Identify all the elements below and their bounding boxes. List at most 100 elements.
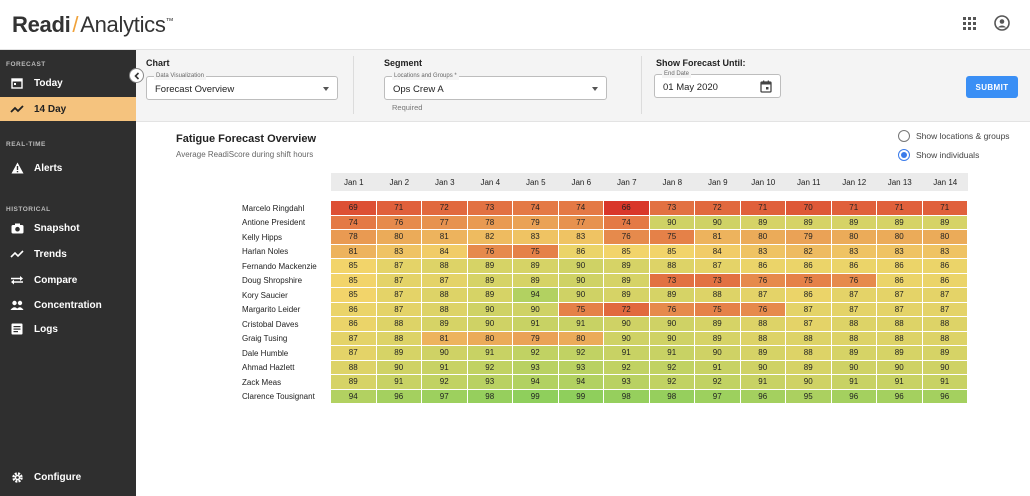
heatmap-cell[interactable]: 77 — [558, 215, 604, 230]
heatmap-cell[interactable]: 86 — [558, 244, 604, 259]
heatmap-cell[interactable]: 74 — [331, 215, 377, 230]
heatmap-cell[interactable]: 90 — [422, 346, 468, 361]
heatmap-cell[interactable]: 84 — [695, 244, 741, 259]
chart-select[interactable]: Data Visualization Forecast Overview — [146, 72, 338, 100]
heatmap-cell[interactable]: 85 — [331, 288, 377, 303]
heatmap-cell[interactable]: 89 — [740, 346, 786, 361]
heatmap-cell[interactable]: 90 — [786, 375, 832, 390]
heatmap-cell[interactable]: 91 — [467, 346, 513, 361]
heatmap-cell[interactable]: 86 — [331, 302, 377, 317]
heatmap-cell[interactable]: 87 — [831, 288, 877, 303]
heatmap-cell[interactable]: 85 — [331, 259, 377, 274]
heatmap-cell[interactable]: 87 — [922, 288, 968, 303]
heatmap-cell[interactable]: 88 — [740, 317, 786, 332]
heatmap-cell[interactable]: 90 — [604, 317, 650, 332]
sidebar-item-compare[interactable]: Compare — [0, 268, 136, 292]
heatmap-cell[interactable]: 81 — [695, 230, 741, 245]
collapse-sidebar-button[interactable] — [129, 68, 144, 83]
heatmap-cell[interactable]: 92 — [604, 360, 650, 375]
heatmap-cell[interactable]: 90 — [695, 215, 741, 230]
heatmap-cell[interactable]: 86 — [786, 259, 832, 274]
heatmap-cell[interactable]: 83 — [558, 230, 604, 245]
heatmap-cell[interactable]: 76 — [467, 244, 513, 259]
heatmap-cell[interactable]: 89 — [422, 317, 468, 332]
heatmap-cell[interactable]: 94 — [513, 375, 559, 390]
calendar-icon[interactable] — [760, 80, 772, 93]
segment-select[interactable]: Locations and Groups * Ops Crew A — [384, 72, 607, 100]
heatmap-cell[interactable]: 91 — [376, 375, 422, 390]
heatmap-cell[interactable]: 89 — [877, 215, 923, 230]
heatmap-cell[interactable]: 91 — [558, 317, 604, 332]
heatmap-cell[interactable]: 81 — [422, 230, 468, 245]
heatmap-cell[interactable]: 92 — [649, 360, 695, 375]
heatmap-cell[interactable]: 89 — [786, 215, 832, 230]
heatmap-cell[interactable]: 90 — [649, 215, 695, 230]
heatmap-cell[interactable]: 74 — [513, 201, 559, 216]
heatmap-cell[interactable]: 73 — [649, 273, 695, 288]
heatmap-cell[interactable]: 94 — [513, 288, 559, 303]
heatmap-cell[interactable]: 85 — [604, 244, 650, 259]
heatmap-cell[interactable]: 92 — [513, 346, 559, 361]
heatmap-cell[interactable]: 90 — [558, 288, 604, 303]
heatmap-cell[interactable]: 89 — [467, 259, 513, 274]
heatmap-cell[interactable]: 79 — [513, 331, 559, 346]
heatmap-cell[interactable]: 87 — [831, 302, 877, 317]
heatmap-cell[interactable]: 96 — [740, 389, 786, 404]
heatmap-cell[interactable]: 72 — [695, 201, 741, 216]
sidebar-item-14-day[interactable]: 14 Day — [0, 97, 136, 121]
heatmap-cell[interactable]: 69 — [331, 201, 377, 216]
heatmap-cell[interactable]: 89 — [604, 259, 650, 274]
heatmap-cell[interactable]: 80 — [558, 331, 604, 346]
heatmap-cell[interactable]: 73 — [695, 273, 741, 288]
heatmap-cell[interactable]: 87 — [331, 331, 377, 346]
heatmap-cell[interactable]: 82 — [786, 244, 832, 259]
heatmap-cell[interactable]: 89 — [467, 288, 513, 303]
radio-button[interactable] — [898, 149, 910, 161]
heatmap-cell[interactable]: 78 — [467, 215, 513, 230]
heatmap-cell[interactable]: 91 — [513, 317, 559, 332]
heatmap-cell[interactable]: 81 — [422, 331, 468, 346]
heatmap-cell[interactable]: 88 — [786, 331, 832, 346]
heatmap-cell[interactable]: 83 — [877, 244, 923, 259]
heatmap-cell[interactable]: 87 — [376, 259, 422, 274]
heatmap-cell[interactable]: 80 — [740, 230, 786, 245]
heatmap-cell[interactable]: 90 — [558, 273, 604, 288]
heatmap-cell[interactable]: 72 — [604, 302, 650, 317]
heatmap-cell[interactable]: 83 — [376, 244, 422, 259]
heatmap-cell[interactable]: 76 — [604, 230, 650, 245]
heatmap-cell[interactable]: 88 — [786, 346, 832, 361]
heatmap-cell[interactable]: 91 — [649, 346, 695, 361]
heatmap-cell[interactable]: 72 — [422, 201, 468, 216]
submit-button[interactable]: SUBMIT — [966, 76, 1018, 98]
heatmap-cell[interactable]: 99 — [558, 389, 604, 404]
heatmap-cell[interactable]: 88 — [877, 317, 923, 332]
heatmap-cell[interactable]: 76 — [740, 302, 786, 317]
heatmap-cell[interactable]: 87 — [740, 288, 786, 303]
heatmap-cell[interactable]: 88 — [877, 331, 923, 346]
heatmap-cell[interactable]: 71 — [877, 201, 923, 216]
app-logo[interactable]: Readi/Analytics™ — [12, 12, 174, 37]
heatmap-cell[interactable]: 87 — [695, 259, 741, 274]
heatmap-cell[interactable]: 92 — [558, 346, 604, 361]
heatmap-cell[interactable]: 86 — [922, 259, 968, 274]
heatmap-cell[interactable]: 97 — [695, 389, 741, 404]
heatmap-cell[interactable]: 92 — [649, 375, 695, 390]
heatmap-cell[interactable]: 87 — [422, 273, 468, 288]
heatmap-cell[interactable]: 93 — [467, 375, 513, 390]
heatmap-cell[interactable]: 88 — [376, 317, 422, 332]
heatmap-cell[interactable]: 91 — [740, 375, 786, 390]
heatmap-cell[interactable]: 76 — [740, 273, 786, 288]
heatmap-cell[interactable]: 87 — [376, 273, 422, 288]
heatmap-cell[interactable]: 91 — [695, 360, 741, 375]
account-icon[interactable] — [994, 15, 1010, 31]
heatmap-cell[interactable]: 96 — [831, 389, 877, 404]
heatmap-cell[interactable]: 86 — [740, 259, 786, 274]
heatmap-cell[interactable]: 86 — [877, 273, 923, 288]
heatmap-cell[interactable]: 89 — [513, 259, 559, 274]
heatmap-cell[interactable]: 75 — [695, 302, 741, 317]
heatmap-cell[interactable]: 90 — [922, 360, 968, 375]
heatmap-cell[interactable]: 89 — [831, 346, 877, 361]
heatmap-cell[interactable]: 87 — [331, 346, 377, 361]
heatmap-cell[interactable]: 79 — [786, 230, 832, 245]
heatmap-cell[interactable]: 89 — [740, 215, 786, 230]
